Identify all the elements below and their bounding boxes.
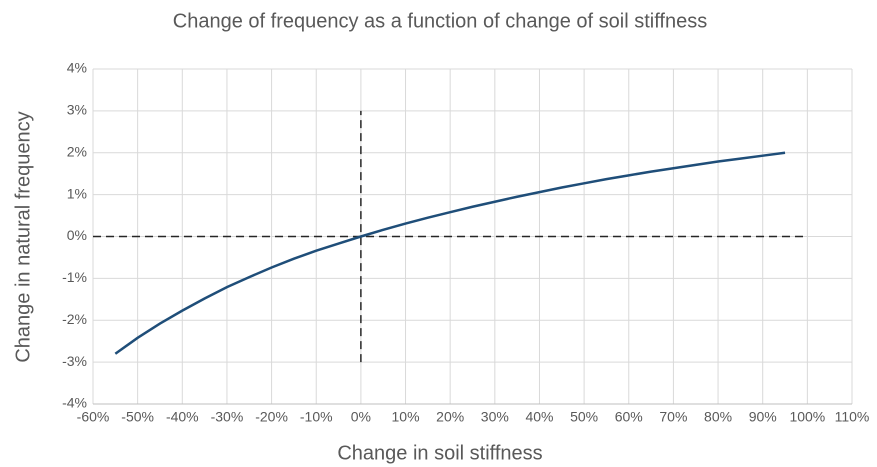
x-tick-label: 110% <box>835 409 870 425</box>
y-tick-label: 0% <box>67 227 87 243</box>
x-tick-label: -50% <box>121 409 154 425</box>
x-tick-label: 100% <box>789 409 825 425</box>
chart-title: Change of frequency as a function of cha… <box>173 10 707 32</box>
x-tick-label: -40% <box>166 409 199 425</box>
x-tick-label: 70% <box>659 409 687 425</box>
x-tick-label: 0% <box>351 409 371 425</box>
x-tick-label: 30% <box>481 409 509 425</box>
y-tick-label: -2% <box>62 311 87 327</box>
x-axis-title: Change in soil stiffness <box>337 442 542 464</box>
x-tick-label: 40% <box>525 409 553 425</box>
y-tick-label: 2% <box>67 143 87 159</box>
x-tick-label: -20% <box>255 409 288 425</box>
x-tick-label: 60% <box>615 409 643 425</box>
x-tick-label: -60% <box>77 409 110 425</box>
y-tick-label: 4% <box>67 60 87 76</box>
x-tick-label: 90% <box>749 409 777 425</box>
x-tick-label: 10% <box>392 409 420 425</box>
y-tick-label: -3% <box>62 353 87 369</box>
y-tick-label: -4% <box>62 395 87 411</box>
x-tick-label: 20% <box>436 409 464 425</box>
y-axis-title: Change in natural frequency <box>12 111 34 362</box>
series-line <box>114 151 786 355</box>
x-tick-label: -10% <box>300 409 333 425</box>
y-tick-label: 3% <box>67 102 87 118</box>
x-tick-label: -30% <box>211 409 244 425</box>
x-tick-label: 50% <box>570 409 598 425</box>
y-tick-label: 1% <box>67 185 87 201</box>
x-tick-label: 80% <box>704 409 732 425</box>
y-tick-label: -1% <box>62 269 87 285</box>
